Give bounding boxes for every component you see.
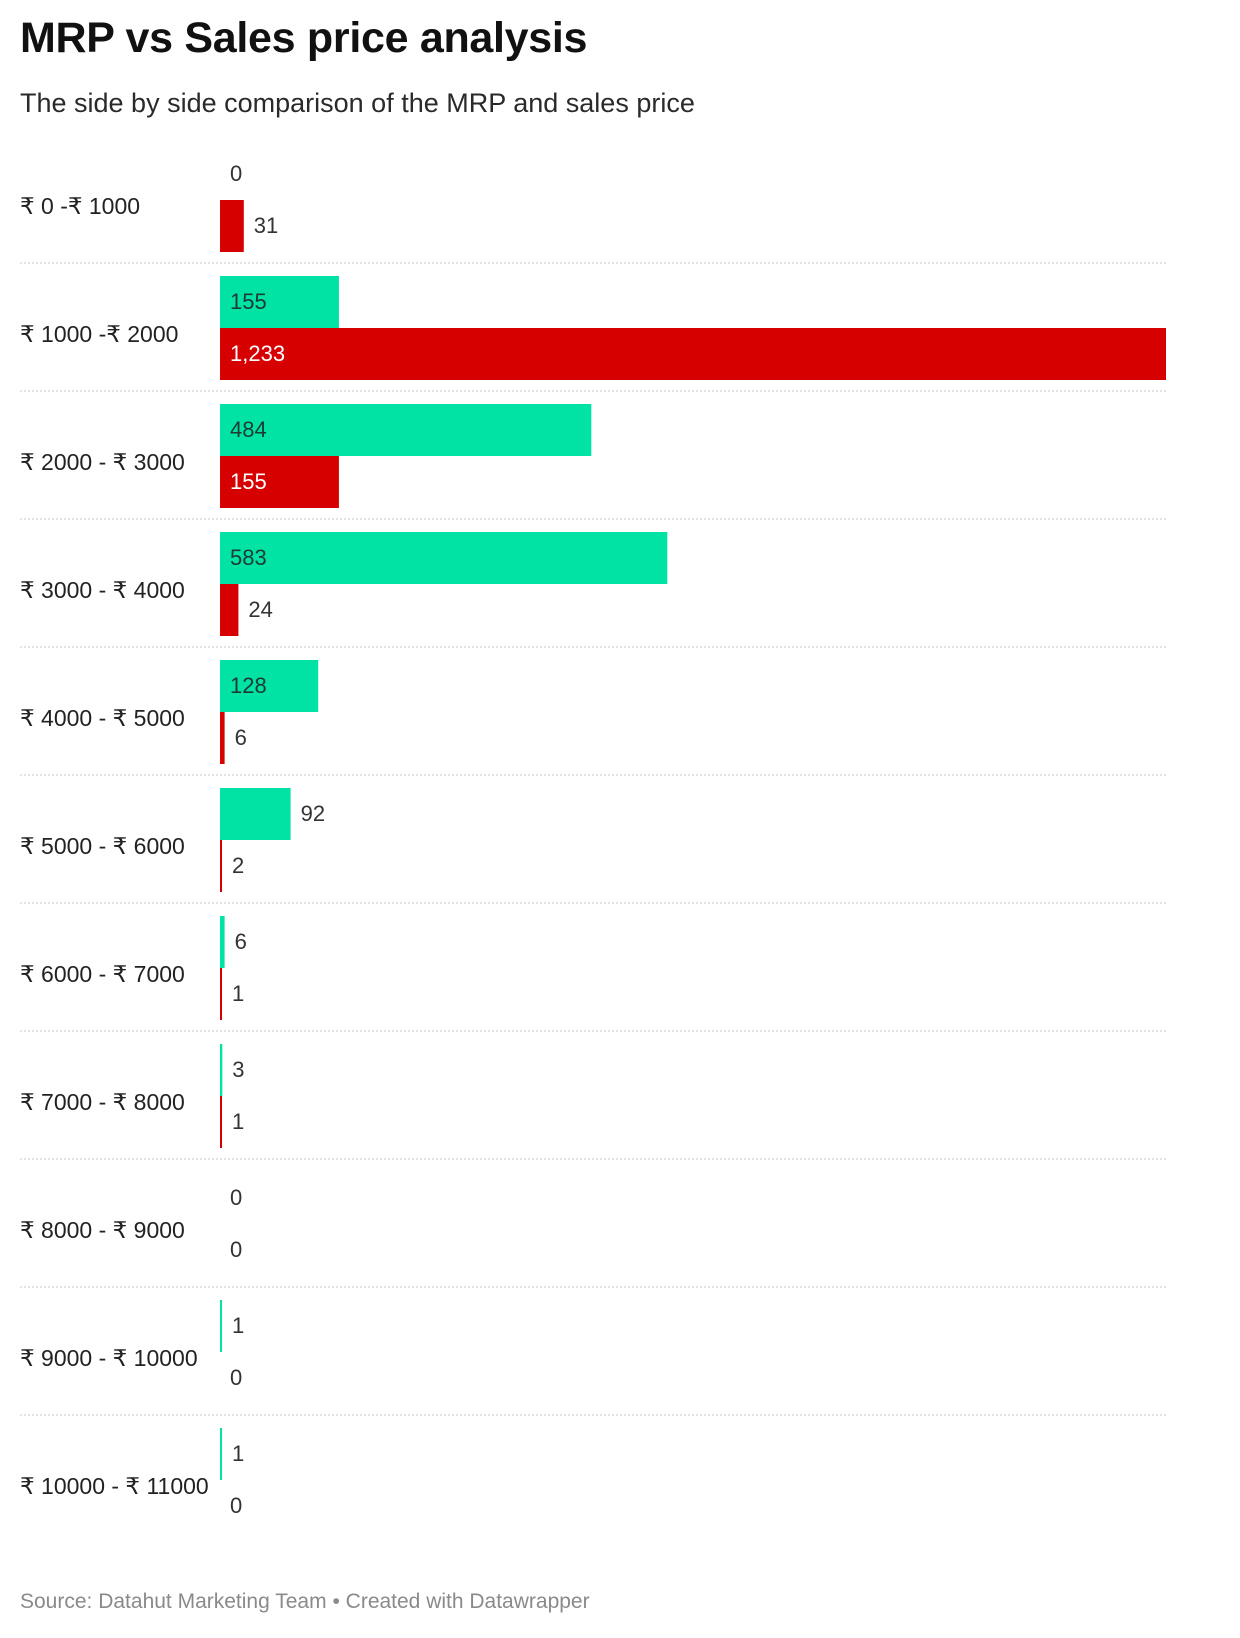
sales-bar <box>220 328 1166 380</box>
sales-value-label: 0 <box>230 1365 242 1390</box>
source-note: Source: Datahut Marketing Team <box>20 1590 327 1613</box>
category-label: ₹ 0 -₹ 1000 <box>20 193 140 219</box>
category-label: ₹ 10000 - ₹ 11000 <box>20 1473 209 1499</box>
sales-value-label: 0 <box>230 1493 242 1518</box>
mrp-value-label: 155 <box>230 289 267 314</box>
sales-bar <box>220 968 222 1020</box>
category-label: ₹ 7000 - ₹ 8000 <box>20 1089 185 1115</box>
mrp-value-label: 1 <box>232 1441 244 1466</box>
sales-value-label: 1 <box>232 1109 244 1134</box>
sales-bar <box>220 840 222 892</box>
sales-value-label: 1 <box>232 981 244 1006</box>
category-label: ₹ 4000 - ₹ 5000 <box>20 705 185 731</box>
sales-bar <box>220 456 339 508</box>
sales-value-label: 2 <box>232 853 244 878</box>
chart-subtitle: The side by side comparison of the MRP a… <box>20 88 695 118</box>
mrp-value-label: 0 <box>230 161 242 186</box>
sales-bar <box>220 1096 222 1148</box>
mrp-value-label: 92 <box>301 801 325 826</box>
chart-footer: Source: Datahut Marketing Team • Created… <box>20 1590 590 1614</box>
mrp-value-label: 484 <box>230 417 267 442</box>
sales-value-label: 1,233 <box>230 341 285 366</box>
category-label: ₹ 6000 - ₹ 7000 <box>20 961 185 987</box>
category-label: ₹ 5000 - ₹ 6000 <box>20 833 185 859</box>
sales-value-label: 0 <box>230 1237 242 1262</box>
category-label: ₹ 8000 - ₹ 9000 <box>20 1217 185 1243</box>
mrp-bar <box>220 1428 222 1480</box>
mrp-bar <box>220 1044 223 1096</box>
mrp-value-label: 128 <box>230 673 267 698</box>
sales-value-label: 6 <box>235 725 247 750</box>
mrp-value-label: 583 <box>230 545 267 570</box>
sales-bar <box>220 584 239 636</box>
sales-bar <box>220 200 244 252</box>
sales-value-label: 24 <box>248 597 272 622</box>
mrp-value-label: 6 <box>235 929 247 954</box>
category-label: ₹ 3000 - ₹ 4000 <box>20 577 185 603</box>
mrp-bar <box>220 1300 222 1352</box>
category-label: ₹ 1000 -₹ 2000 <box>20 321 178 347</box>
mrp-bar <box>220 788 291 840</box>
sales-value-label: 31 <box>254 213 278 238</box>
footer-separator: • <box>332 1590 340 1613</box>
mrp-bar <box>220 532 668 584</box>
mrp-value-label: 3 <box>232 1057 244 1082</box>
mrp-bar <box>220 276 339 328</box>
mrp-bar <box>220 404 592 456</box>
credit-note: Created with Datawrapper <box>345 1590 590 1613</box>
mrp-value-label: 1 <box>232 1313 244 1338</box>
chart-title: MRP vs Sales price analysis <box>20 14 588 62</box>
category-label: ₹ 9000 - ₹ 10000 <box>20 1345 198 1371</box>
sales-value-label: 155 <box>230 469 267 494</box>
category-label: ₹ 2000 - ₹ 3000 <box>20 449 185 475</box>
sales-bar <box>220 712 225 764</box>
mrp-bar <box>220 660 319 712</box>
mrp-value-label: 0 <box>230 1185 242 1210</box>
mrp-bar <box>220 916 225 968</box>
